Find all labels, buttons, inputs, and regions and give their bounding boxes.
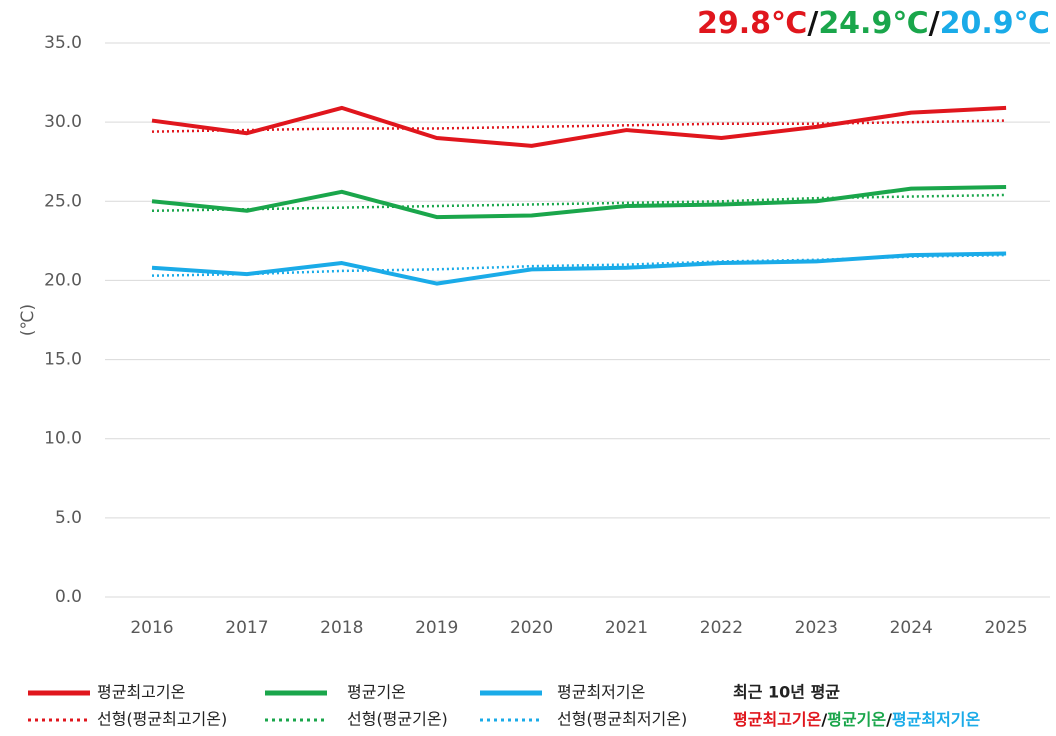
legend-label: 평균기온 bbox=[347, 683, 406, 702]
legend-note-part: 평균최고기온 bbox=[733, 710, 822, 729]
legend-note-title: 최근 10년 평균 bbox=[733, 683, 840, 702]
trend-line bbox=[151, 119, 1007, 133]
y-tick-label: 5.0 bbox=[55, 508, 82, 528]
series-line bbox=[151, 105, 1007, 148]
x-tick-label: 2017 bbox=[225, 618, 268, 638]
annotation-part: 20.9℃ bbox=[940, 6, 1050, 41]
legend-note-part: / bbox=[886, 710, 892, 729]
legend-note-part: / bbox=[821, 710, 827, 729]
y-tick-label: 25.0 bbox=[44, 191, 82, 211]
y-axis-label: (℃) bbox=[18, 304, 38, 336]
legend-label: 평균최고기온 bbox=[97, 683, 185, 702]
legend-note: 평균최고기온/평균기온/평균최저기온 bbox=[733, 710, 981, 729]
y-tick-label: 15.0 bbox=[44, 350, 82, 370]
x-tick-label: 2020 bbox=[510, 618, 553, 638]
trend-line bbox=[151, 193, 1007, 213]
legend-label: 선형(평균최고기온) bbox=[97, 710, 227, 729]
legend-note-part: 평균기온 bbox=[827, 710, 886, 729]
y-tick-label: 20.0 bbox=[44, 270, 82, 290]
legend-note-part: 평균최저기온 bbox=[892, 710, 981, 729]
x-tick-label: 2016 bbox=[130, 618, 173, 638]
series-line bbox=[151, 185, 1007, 220]
x-tick-label: 2021 bbox=[605, 618, 648, 638]
annotation: 29.8℃/24.9℃/20.9℃ bbox=[697, 6, 1050, 41]
annotation-part: / bbox=[807, 6, 818, 41]
x-tick-label: 2025 bbox=[984, 618, 1027, 638]
legend-label: 선형(평균기온) bbox=[347, 710, 448, 729]
x-tick-label: 2018 bbox=[320, 618, 363, 638]
legend-label: 선형(평균최저기온) bbox=[557, 710, 687, 729]
x-tick-label: 2024 bbox=[890, 618, 933, 638]
y-tick-label: 10.0 bbox=[44, 429, 82, 449]
y-tick-label: 0.0 bbox=[55, 587, 82, 607]
trend-line bbox=[151, 253, 1007, 277]
y-tick-label: 35.0 bbox=[44, 33, 82, 53]
annotation-part: 24.9℃ bbox=[818, 6, 928, 41]
y-tick-label: 30.0 bbox=[44, 112, 82, 132]
x-tick-label: 2019 bbox=[415, 618, 458, 638]
x-tick-label: 2023 bbox=[795, 618, 838, 638]
annotation-part: 29.8℃ bbox=[697, 6, 807, 41]
legend-label: 평균최저기온 bbox=[557, 683, 645, 702]
annotation-part: / bbox=[929, 6, 940, 41]
x-tick-label: 2022 bbox=[700, 618, 743, 638]
